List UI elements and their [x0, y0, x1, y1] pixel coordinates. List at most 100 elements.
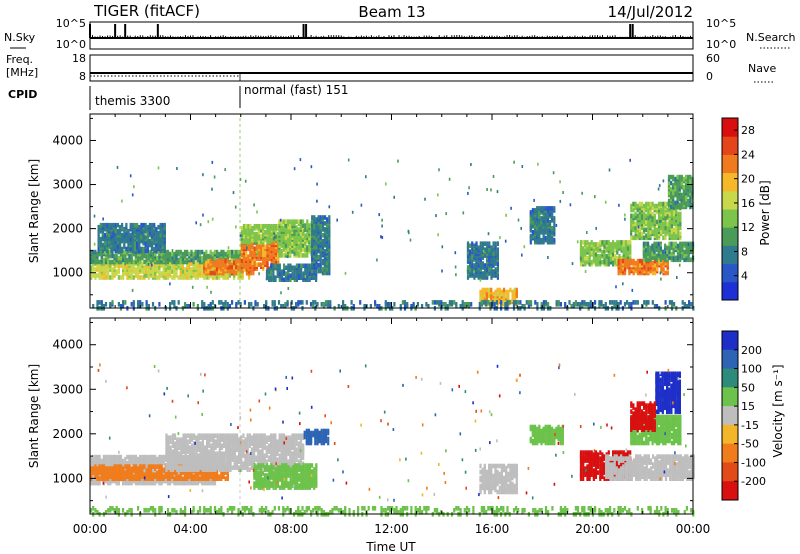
- data-cell: [154, 468, 157, 474]
- data-cell: [677, 229, 680, 235]
- scatter-cell: [610, 261, 612, 265]
- data-cell: [680, 192, 683, 198]
- data-cell: [150, 222, 154, 228]
- data-cell: [162, 253, 165, 259]
- data-cell: [321, 215, 324, 220]
- data-cell: [159, 228, 162, 234]
- data-cell: [100, 267, 103, 272]
- scatter-cell: [365, 175, 367, 179]
- data-cell: [302, 271, 305, 276]
- data-cell: [157, 230, 160, 236]
- scatter-cell: [211, 160, 214, 164]
- data-cell: [480, 300, 483, 305]
- data-cell: [685, 204, 688, 210]
- data-cell: [102, 454, 105, 460]
- data-cell: [670, 186, 673, 192]
- data-cell: [321, 258, 324, 264]
- data-cell: [142, 230, 145, 236]
- scatter-cell: [253, 203, 255, 207]
- data-cell: [620, 246, 623, 251]
- data-cell: [99, 222, 102, 228]
- data-cell: [632, 201, 635, 207]
- data-cell: [228, 304, 231, 309]
- data-cell: [117, 302, 120, 307]
- data-cell: [304, 227, 307, 232]
- scatter-cell: [227, 246, 230, 250]
- data-cell: [137, 255, 140, 261]
- data-cell: [278, 219, 281, 224]
- data-cell: [605, 240, 608, 245]
- scatter-cell: [678, 263, 681, 267]
- data-cell: [689, 178, 692, 184]
- scatter-cell: [207, 220, 210, 224]
- data-cell: [278, 229, 281, 234]
- data-cell: [226, 268, 229, 274]
- data-cell: [235, 249, 238, 255]
- data-cell: [126, 257, 129, 263]
- data-cell: [628, 302, 631, 307]
- data-cell: [224, 300, 227, 305]
- data-cell: [289, 273, 292, 278]
- data-cell: [488, 291, 491, 297]
- data-cell: [111, 259, 114, 265]
- data-cell: [679, 231, 682, 237]
- data-cell: [96, 454, 99, 460]
- data-cell: [576, 302, 580, 307]
- data-cell: [149, 249, 152, 255]
- data-cell: [594, 242, 598, 247]
- data-cell: [228, 264, 231, 270]
- data-cell: [475, 255, 478, 260]
- data-cell: [589, 300, 592, 305]
- data-cell: [502, 287, 506, 293]
- data-cell: [534, 300, 537, 305]
- data-cell: [122, 261, 125, 266]
- data-cell: [119, 275, 123, 280]
- data-cell: [98, 454, 101, 460]
- data-cell: [145, 269, 148, 274]
- data-cell: [140, 246, 143, 252]
- data-cell: [617, 302, 620, 307]
- data-cell: [149, 480, 152, 486]
- data-cell: [141, 275, 144, 280]
- data-cell: [169, 454, 172, 460]
- data-cell: [594, 300, 597, 305]
- data-cell: [94, 454, 97, 460]
- colorbar-tick-label: 24: [741, 148, 755, 161]
- data-cell: [615, 300, 618, 305]
- data-cell: [505, 289, 508, 295]
- data-cell: [171, 255, 174, 261]
- data-cell: [205, 255, 208, 261]
- data-cell: [233, 270, 236, 276]
- data-cell: [160, 271, 163, 276]
- data-cell: [662, 209, 665, 215]
- data-cell: [247, 258, 250, 263]
- scatter-cell: [630, 232, 632, 236]
- data-cell: [253, 250, 256, 256]
- data-cell: [586, 240, 589, 245]
- data-cell: [683, 241, 686, 247]
- data-cell: [268, 224, 271, 229]
- data-cell: [136, 244, 139, 250]
- data-cell: [649, 201, 652, 207]
- scatter-cell: [533, 198, 535, 202]
- data-cell: [158, 454, 161, 460]
- data-cell: [154, 454, 157, 460]
- data-cell: [211, 251, 214, 257]
- data-cell: [119, 454, 123, 460]
- data-cell: [137, 456, 140, 462]
- data-cell: [145, 454, 148, 460]
- scatter-cell: [124, 262, 126, 266]
- data-cell: [597, 242, 600, 247]
- scatter-cell: [559, 180, 561, 184]
- data-cell: [598, 304, 601, 309]
- data-cell: [254, 300, 257, 305]
- data-cell: [300, 263, 303, 269]
- data-cell: [160, 460, 163, 466]
- data-cell: [653, 203, 656, 209]
- data-cell: [634, 260, 637, 266]
- data-cell: [308, 271, 311, 276]
- data-cell: [271, 300, 274, 305]
- data-cell: [630, 203, 633, 209]
- data-cell: [649, 219, 652, 225]
- scatter-cell: [157, 166, 160, 170]
